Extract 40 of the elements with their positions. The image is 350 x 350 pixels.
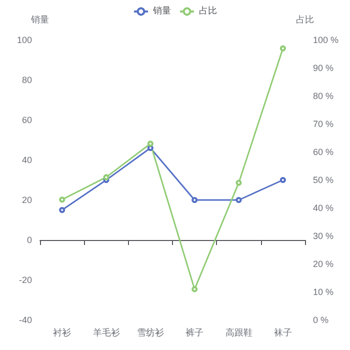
y-axis-title: 销量 (30, 14, 49, 26)
y-tick-label: -20 (18, 275, 32, 285)
point (280, 45, 286, 52)
y2-tick-label: 30 % (313, 231, 334, 241)
y-tick-label: 40 (22, 155, 32, 165)
y2-tick-label: 90 % (313, 63, 334, 73)
y2-tick-label: 20 % (313, 259, 334, 269)
y-tick-label: -40 (18, 315, 32, 325)
legend-label: 占比 (199, 6, 217, 16)
point (236, 197, 242, 203)
x-tick-label: 高跟鞋 (225, 328, 252, 338)
x-tick-label: 裤子 (186, 328, 204, 338)
y-tick-label: 100 (16, 35, 32, 45)
point (147, 140, 154, 147)
y2-tick-label: 10 % (313, 287, 334, 297)
x-tick-label: 羊毛衫 (92, 328, 120, 338)
y2-axis-title: 占比 (296, 14, 314, 26)
legend-label: 销量 (152, 6, 171, 16)
point (236, 180, 242, 186)
y2-tick-label: 70 % (313, 119, 334, 129)
y2-tick-label: 100 % (313, 35, 339, 45)
y2-tick-label: 80 % (313, 91, 334, 101)
y2-tick-label: 40 % (313, 203, 334, 213)
point (103, 174, 110, 180)
x-tick-label: 袜子 (274, 328, 292, 338)
point (147, 145, 154, 151)
y2-tick-label: 50 % (313, 175, 334, 185)
y-tick-label: 80 (22, 75, 32, 85)
y2-tick-label: 0 % (313, 315, 329, 325)
y-tick-label: 0 (26, 235, 32, 245)
point (59, 196, 66, 203)
point (59, 207, 66, 213)
x-tick-label: 雪纺衫 (136, 328, 164, 338)
point (192, 197, 198, 203)
x-tick-label: 衬衫 (53, 328, 72, 338)
point (192, 286, 198, 292)
y-tick-label: 60 (22, 115, 32, 125)
point (280, 177, 286, 183)
y-tick-label: 20 (22, 195, 32, 205)
y2-tick-label: 60 % (313, 147, 334, 157)
